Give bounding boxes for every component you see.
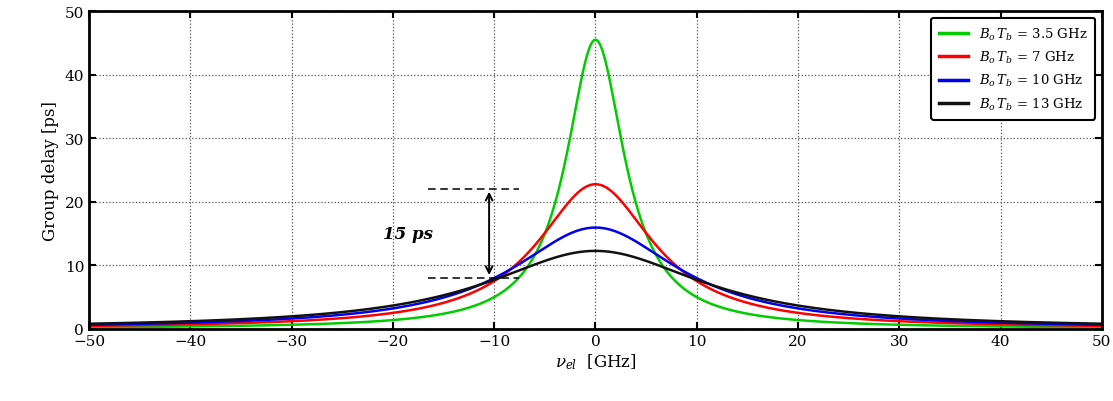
Y-axis label: Group delay [ps]: Group delay [ps] <box>42 101 59 240</box>
Text: 15 ps: 15 ps <box>383 225 433 242</box>
Legend: $B_o\,T_b$ = 3.5 GHz, $B_o\,T_b$ = 7 GHz, $B_o\,T_b$ = 10 GHz, $B_o\,T_b$ = 13 G: $B_o\,T_b$ = 3.5 GHz, $B_o\,T_b$ = 7 GHz… <box>932 18 1095 120</box>
X-axis label: $\nu_{el}$  [GHz]: $\nu_{el}$ [GHz] <box>554 352 637 371</box>
